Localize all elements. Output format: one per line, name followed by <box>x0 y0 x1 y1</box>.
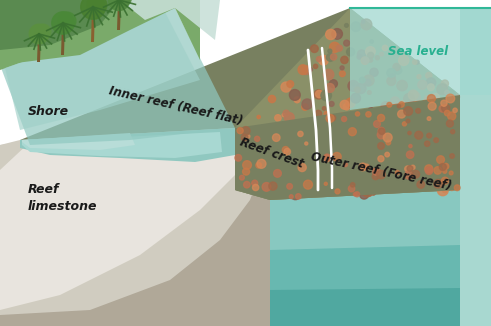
Circle shape <box>242 126 250 135</box>
Circle shape <box>355 134 363 142</box>
Circle shape <box>282 113 285 117</box>
Circle shape <box>296 194 301 199</box>
Circle shape <box>442 187 447 193</box>
Circle shape <box>364 79 371 86</box>
Circle shape <box>303 121 313 131</box>
Text: Reef
limestone: Reef limestone <box>28 183 98 213</box>
Circle shape <box>252 180 258 186</box>
Circle shape <box>359 163 367 171</box>
Circle shape <box>348 81 359 91</box>
Circle shape <box>437 84 448 95</box>
Circle shape <box>291 146 294 149</box>
Circle shape <box>309 181 312 184</box>
Circle shape <box>417 139 421 142</box>
Circle shape <box>436 123 441 128</box>
Circle shape <box>340 176 348 184</box>
Circle shape <box>380 52 383 56</box>
Circle shape <box>433 126 441 134</box>
Polygon shape <box>270 190 460 326</box>
Circle shape <box>360 155 368 162</box>
Circle shape <box>416 109 420 113</box>
Text: Inner reef (Reef flat): Inner reef (Reef flat) <box>108 84 245 128</box>
Circle shape <box>357 50 366 58</box>
Circle shape <box>367 177 376 185</box>
Polygon shape <box>22 132 222 158</box>
Circle shape <box>387 102 392 107</box>
Circle shape <box>332 29 342 39</box>
Circle shape <box>319 55 328 65</box>
Circle shape <box>354 192 357 196</box>
Circle shape <box>109 0 130 10</box>
Circle shape <box>335 34 340 38</box>
Circle shape <box>314 140 319 146</box>
Circle shape <box>332 153 341 161</box>
Circle shape <box>317 151 323 156</box>
Circle shape <box>344 40 350 46</box>
Circle shape <box>448 112 456 120</box>
Polygon shape <box>350 8 491 110</box>
Circle shape <box>87 0 107 15</box>
Circle shape <box>453 108 457 112</box>
Circle shape <box>330 54 337 60</box>
Circle shape <box>409 99 417 107</box>
Circle shape <box>257 115 260 119</box>
Circle shape <box>404 179 413 189</box>
Circle shape <box>359 190 369 199</box>
Circle shape <box>374 132 381 140</box>
Circle shape <box>373 135 380 142</box>
Circle shape <box>273 126 278 133</box>
Circle shape <box>441 177 448 184</box>
Polygon shape <box>270 288 460 326</box>
Circle shape <box>440 125 447 132</box>
Circle shape <box>351 93 360 103</box>
Circle shape <box>378 133 388 143</box>
Circle shape <box>388 108 393 113</box>
Circle shape <box>361 57 369 65</box>
Circle shape <box>370 162 375 166</box>
Circle shape <box>243 161 251 170</box>
Circle shape <box>311 150 317 156</box>
Circle shape <box>415 131 423 139</box>
Circle shape <box>295 181 305 191</box>
Circle shape <box>427 117 431 120</box>
Circle shape <box>324 155 330 162</box>
Circle shape <box>315 110 322 117</box>
Circle shape <box>409 92 420 102</box>
Circle shape <box>319 117 324 122</box>
Circle shape <box>349 116 355 123</box>
Circle shape <box>285 122 295 132</box>
Circle shape <box>313 64 318 68</box>
Circle shape <box>316 182 325 190</box>
Circle shape <box>360 164 364 167</box>
Circle shape <box>29 24 49 44</box>
Circle shape <box>391 172 399 180</box>
Circle shape <box>443 169 447 173</box>
Circle shape <box>454 94 460 99</box>
Circle shape <box>448 120 453 125</box>
Circle shape <box>372 173 379 180</box>
Circle shape <box>361 20 365 23</box>
Circle shape <box>246 135 250 138</box>
Circle shape <box>267 155 271 159</box>
Circle shape <box>442 113 448 120</box>
Circle shape <box>449 185 454 191</box>
Circle shape <box>392 150 395 154</box>
Circle shape <box>366 112 371 117</box>
Circle shape <box>454 185 460 191</box>
Circle shape <box>320 120 330 130</box>
Circle shape <box>343 103 350 110</box>
Circle shape <box>398 110 406 118</box>
Circle shape <box>415 60 419 64</box>
Circle shape <box>328 49 332 53</box>
Circle shape <box>323 156 327 160</box>
Circle shape <box>369 58 373 62</box>
Circle shape <box>361 19 372 30</box>
Circle shape <box>290 189 301 200</box>
Circle shape <box>269 177 278 187</box>
Circle shape <box>314 90 323 99</box>
Circle shape <box>319 188 326 195</box>
Circle shape <box>58 12 76 30</box>
Circle shape <box>266 126 271 131</box>
Circle shape <box>389 107 394 112</box>
